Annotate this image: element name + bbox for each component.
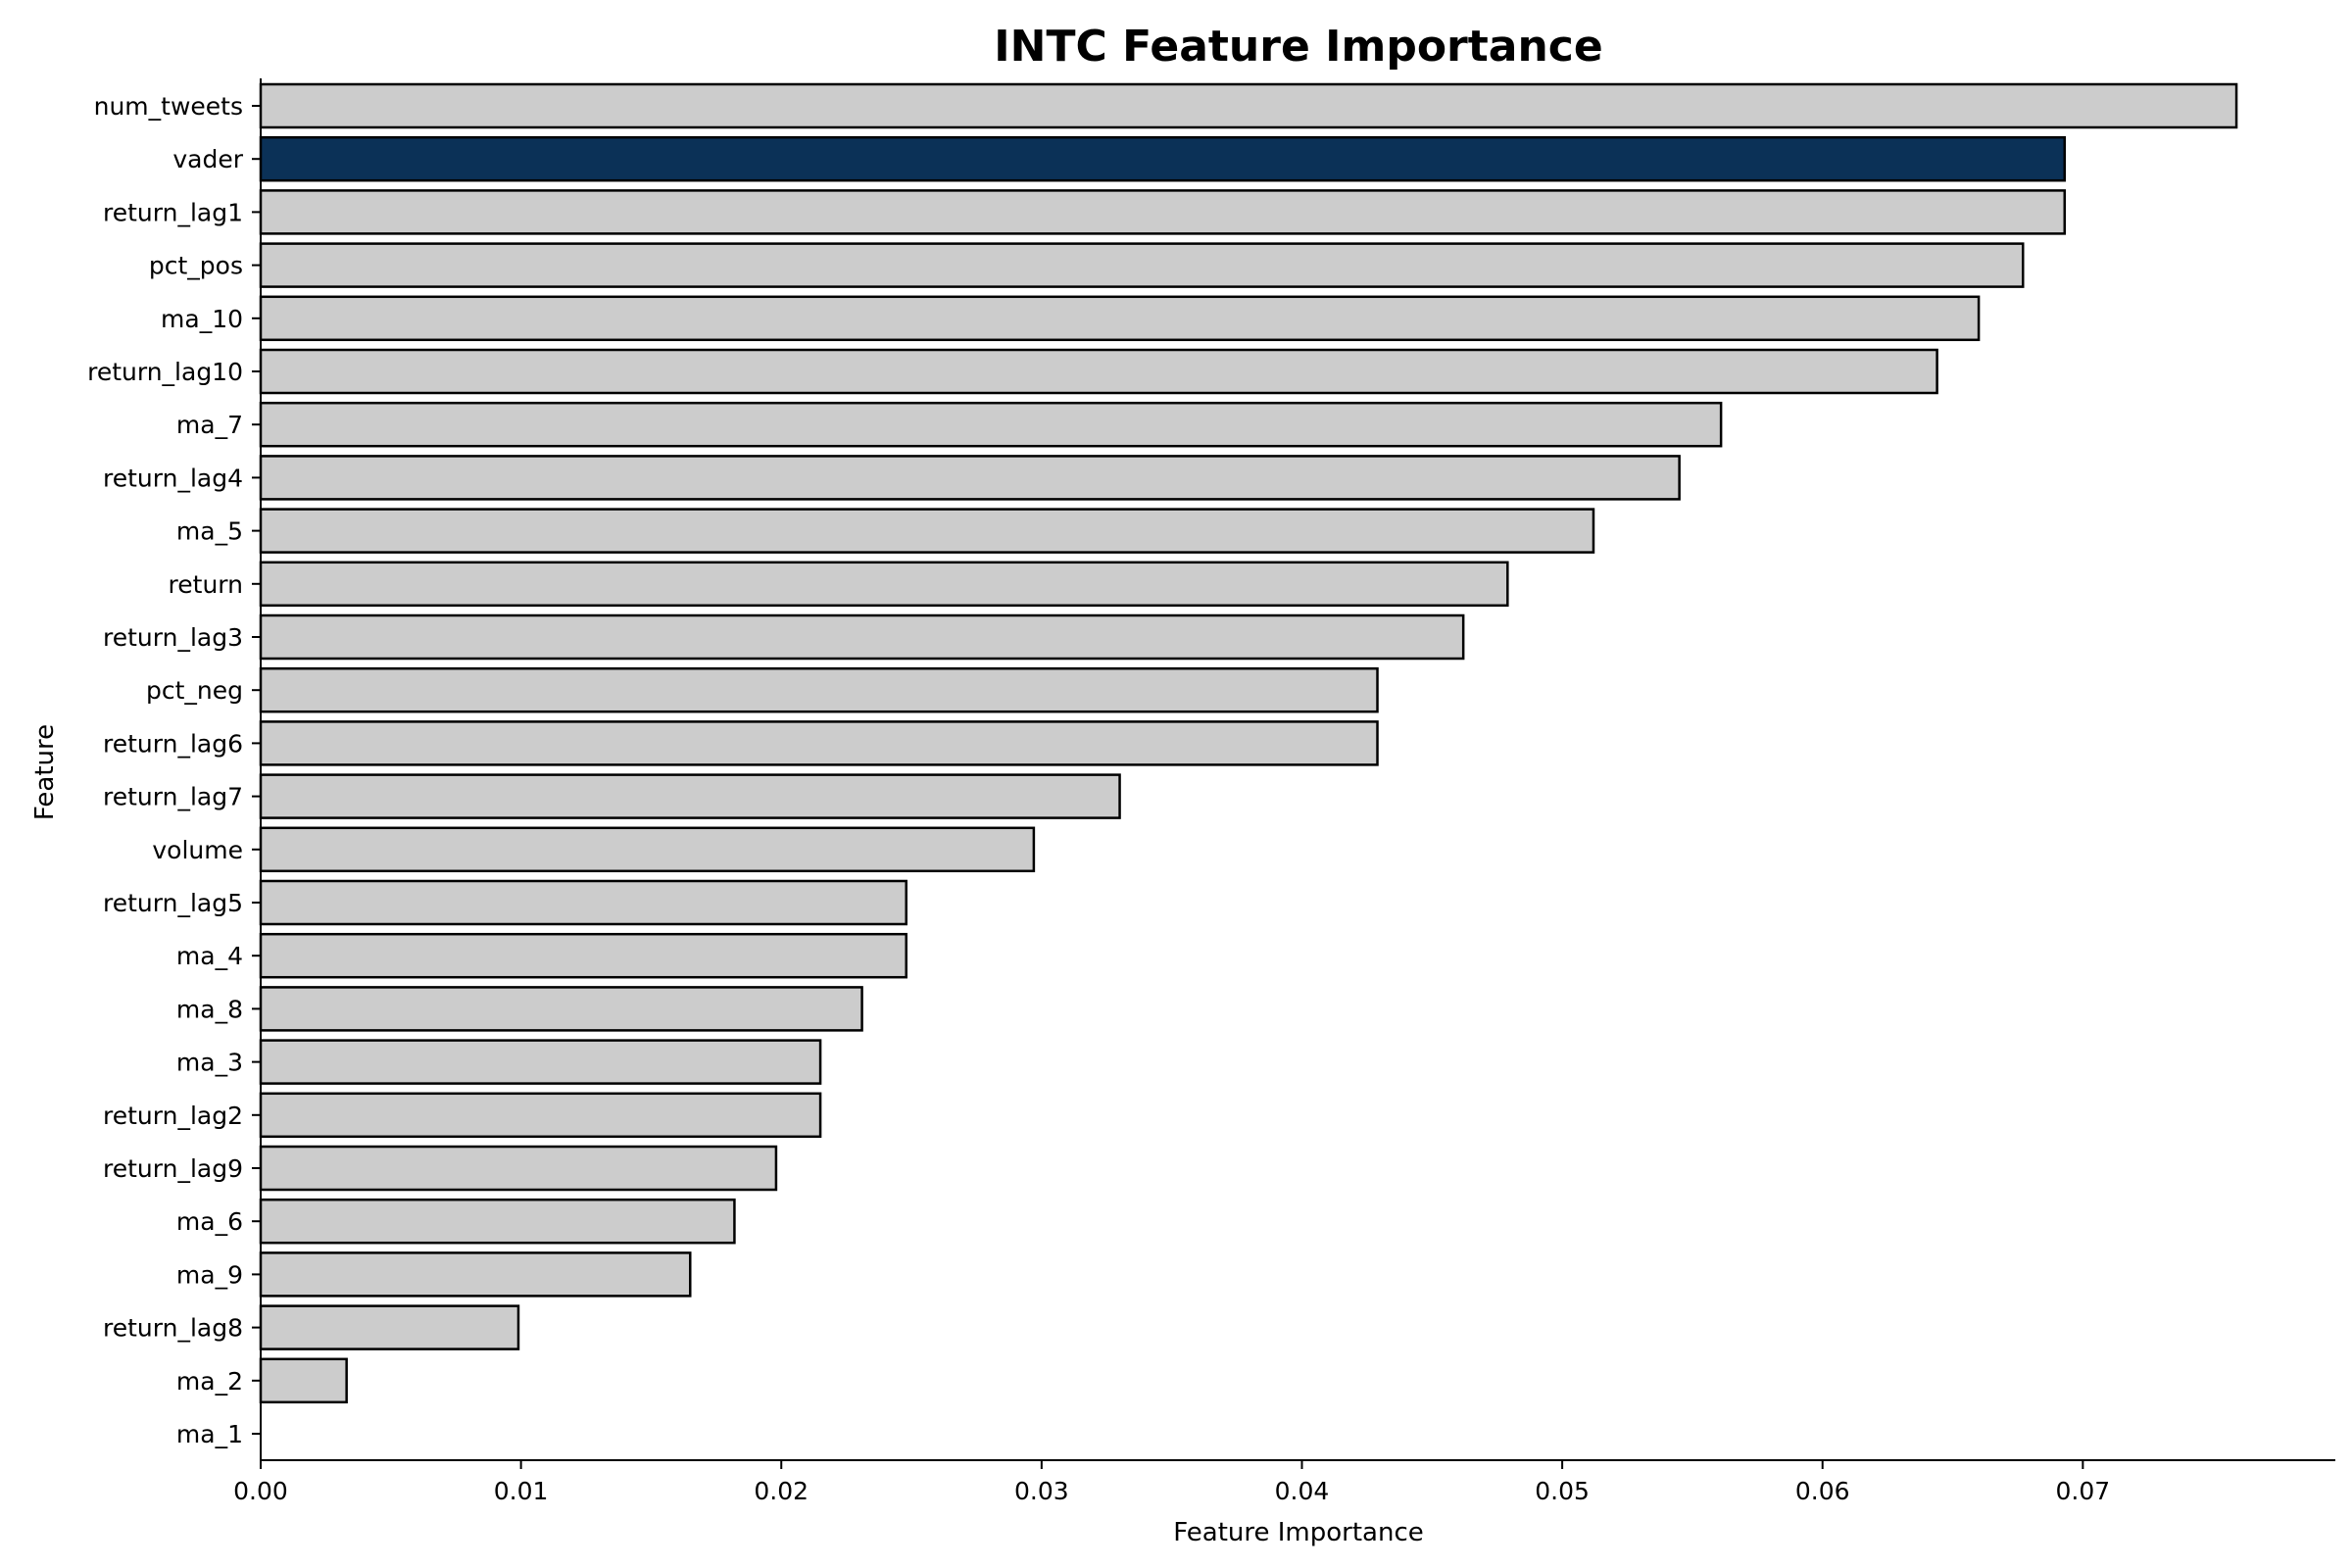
bar-ma-5 — [259, 508, 1595, 554]
y-tick-label-ma-6: ma_6 — [176, 1207, 243, 1236]
x-axis-ticks: 0.00 0.01 0.02 0.03 0.04 0.05 0.06 0.07 — [233, 1460, 2110, 1505]
bar-return-lag8 — [259, 1304, 520, 1350]
y-tick-label-return-lag6: return_lag6 — [103, 729, 243, 758]
bar-return-lag5 — [259, 879, 907, 926]
bar-ma-6 — [259, 1198, 736, 1245]
y-tick-label-pct-pos: pct_pos — [149, 252, 243, 280]
bar-ma-9 — [259, 1251, 692, 1298]
y-tick-label-return-lag9: return_lag9 — [103, 1154, 243, 1183]
bar-num-tweets — [259, 82, 2238, 129]
x-tick-label-0-00: 0.00 — [233, 1477, 288, 1505]
y-tick-label-return-lag8: return_lag8 — [103, 1314, 243, 1343]
bar-ma-8 — [259, 986, 863, 1032]
bar-return-lag7 — [259, 773, 1121, 819]
y-tick-label-return-lag2: return_lag2 — [103, 1102, 243, 1130]
x-tick-label-0-05: 0.05 — [1535, 1477, 1590, 1505]
bar-return-lag9 — [259, 1145, 778, 1192]
y-tick-label-volume: volume — [152, 836, 243, 864]
x-axis-label: Feature Importance — [1173, 1518, 1424, 1547]
y-tick-label-return-lag4: return_lag4 — [103, 464, 243, 492]
y-tick-label-pct-neg: pct_neg — [146, 676, 243, 705]
y-tick-label-return-lag3: return_lag3 — [103, 623, 243, 652]
bar-return-lag6 — [259, 720, 1379, 766]
x-tick-label-0-03: 0.03 — [1014, 1477, 1069, 1505]
y-tick-label-ma-10: ma_10 — [161, 305, 243, 333]
y-axis-label: Feature — [30, 724, 60, 820]
x-tick-label-0-06: 0.06 — [1795, 1477, 1850, 1505]
y-tick-label-return-lag1: return_lag1 — [103, 198, 243, 226]
bar-volume — [259, 826, 1036, 873]
bar-return — [259, 561, 1509, 608]
x-tick-label-0-01: 0.01 — [494, 1477, 549, 1505]
y-tick-label-return: return — [169, 570, 243, 599]
x-tick-label-0-07: 0.07 — [2056, 1477, 2111, 1505]
y-tick-label-ma-1: ma_1 — [176, 1420, 243, 1448]
y-tick-label-ma-4: ma_4 — [176, 942, 243, 970]
y-tick-label-ma-9: ma_9 — [176, 1260, 243, 1289]
y-tick-label-return-lag10: return_lag10 — [87, 358, 243, 386]
y-tick-label-return-lag7: return_lag7 — [103, 783, 243, 811]
bar-return-lag3 — [259, 613, 1465, 661]
bar-return-lag4 — [259, 455, 1681, 501]
y-tick-label-ma-5: ma_5 — [176, 517, 243, 546]
bar-ma-4 — [259, 932, 907, 979]
bar-ma-10 — [259, 295, 1981, 342]
bar-return-lag2 — [259, 1092, 822, 1139]
bar-return-lag1 — [259, 189, 2067, 235]
bars-group — [259, 82, 2238, 1404]
y-tick-label-ma-2: ma_2 — [176, 1367, 243, 1396]
bar-vader — [259, 135, 2067, 182]
bar-ma-7 — [259, 401, 1723, 448]
bar-pct-pos — [259, 242, 2025, 288]
y-tick-label-ma-3: ma_3 — [176, 1049, 243, 1077]
x-tick-label-0-02: 0.02 — [754, 1477, 808, 1505]
bar-ma-2 — [259, 1357, 348, 1404]
y-tick-label-num-tweets: num_tweets — [94, 92, 243, 121]
y-tick-label-vader: vader — [172, 145, 243, 173]
y-tick-label-ma-8: ma_8 — [176, 995, 243, 1023]
bar-return-lag10 — [259, 348, 1938, 395]
y-tick-label-return-lag5: return_lag5 — [103, 889, 243, 917]
y-tick-label-ma-7: ma_7 — [176, 411, 243, 439]
chart-title: INTC Feature Importance — [994, 22, 1602, 72]
bar-ma-3 — [259, 1039, 822, 1085]
bar-pct-neg — [259, 666, 1379, 713]
x-tick-label-0-04: 0.04 — [1275, 1477, 1330, 1505]
